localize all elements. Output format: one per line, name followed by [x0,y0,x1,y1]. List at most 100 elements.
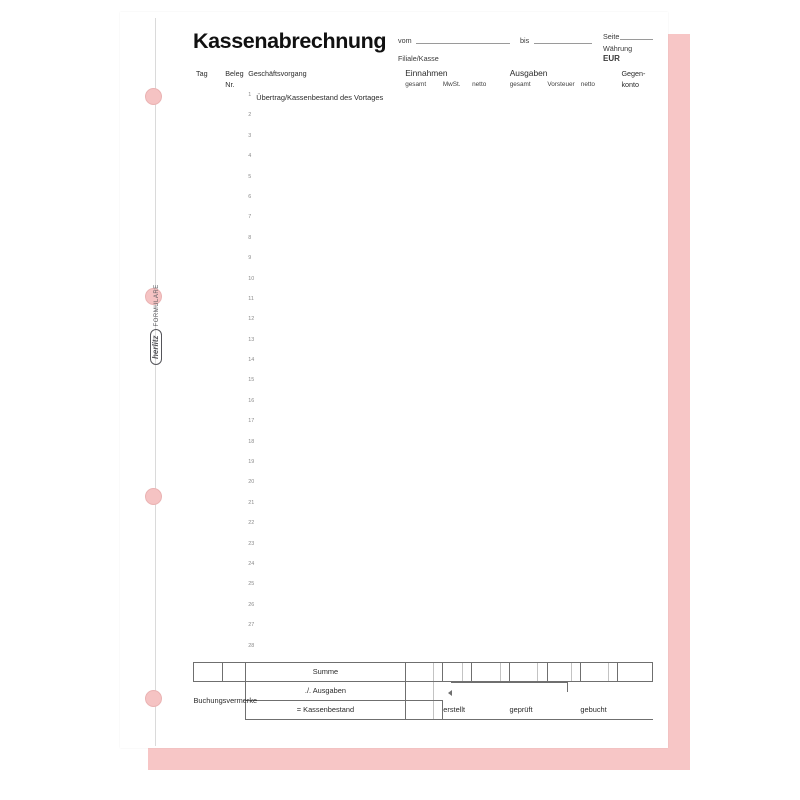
cell-income-mwst-ct[interactable] [463,519,472,539]
cell-exp-netto-ct[interactable] [609,295,618,315]
table-row[interactable]: 2 [193,111,653,131]
cell-exp-netto-ct[interactable] [609,315,618,335]
cell-exp-netto-ct[interactable] [609,152,618,172]
cell-exp-netto-ct[interactable] [609,560,618,580]
cash-balance-value-ct[interactable] [432,700,443,720]
cell-exp-vorsteuer-eur[interactable] [547,173,571,193]
cell-exp-gesamt-ct[interactable] [538,499,547,519]
cell-exp-vorsteuer-ct[interactable] [571,254,580,274]
cell-transaction[interactable]: 22 [245,519,405,539]
cell-voucher[interactable] [222,621,245,641]
cell-exp-vorsteuer-ct[interactable] [571,213,580,233]
cell-exp-netto-eur[interactable] [581,193,609,213]
cell-income-gesamt-ct[interactable] [433,315,442,335]
cell-exp-vorsteuer-eur[interactable] [547,315,571,335]
cell-income-gesamt-eur[interactable] [405,213,433,233]
cell-income-mwst-ct[interactable] [463,193,472,213]
cell-exp-gesamt-eur[interactable] [510,601,538,621]
cell-transaction[interactable]: 27 [245,621,405,641]
cell-income-gesamt-eur[interactable] [405,458,433,478]
cell-voucher[interactable] [222,91,245,111]
cell-income-gesamt-ct[interactable] [433,254,442,274]
cell-transaction[interactable]: 5 [245,173,405,193]
cell-income-netto-ct[interactable] [500,356,509,376]
cell-income-gesamt-ct[interactable] [433,499,442,519]
cell-transaction[interactable]: 24 [245,560,405,580]
cell-voucher[interactable] [222,336,245,356]
table-row[interactable]: 20 [193,478,653,498]
cell-transaction[interactable]: 10 [245,275,405,295]
cell-exp-gesamt-ct[interactable] [538,438,547,458]
cell-voucher[interactable] [222,540,245,560]
cell-contra[interactable] [618,438,653,458]
cell-income-gesamt-eur[interactable] [405,642,433,662]
cell-exp-vorsteuer-eur[interactable] [547,111,571,131]
cell-exp-gesamt-ct[interactable] [538,193,547,213]
cell-transaction[interactable]: 12 [245,315,405,335]
sum-income-gesamt-ct[interactable] [432,661,443,682]
cell-income-mwst-eur[interactable] [443,397,463,417]
cell-exp-gesamt-ct[interactable] [538,601,547,621]
cell-income-mwst-eur[interactable] [443,295,463,315]
cell-exp-vorsteuer-ct[interactable] [571,438,580,458]
cell-income-mwst-eur[interactable] [443,438,463,458]
cell-exp-gesamt-eur[interactable] [510,356,538,376]
cell-transaction[interactable]: 6 [245,193,405,213]
cell-income-mwst-eur[interactable] [443,152,463,172]
cell-income-netto-eur[interactable] [472,132,500,152]
cell-exp-netto-eur[interactable] [581,234,609,254]
cell-exp-vorsteuer-eur[interactable] [547,642,571,662]
cell-day[interactable] [193,275,222,295]
cell-contra[interactable] [618,91,653,111]
cell-income-mwst-eur[interactable] [443,275,463,295]
cell-income-mwst-ct[interactable] [463,132,472,152]
cell-exp-netto-ct[interactable] [609,91,618,111]
cell-contra[interactable] [618,356,653,376]
cell-income-netto-ct[interactable] [500,193,509,213]
cell-transaction[interactable]: 7 [245,213,405,233]
cell-income-gesamt-eur[interactable] [405,560,433,580]
cell-income-netto-ct[interactable] [500,580,509,600]
cell-day[interactable] [193,132,222,152]
sum-income-mwst-eur[interactable] [442,661,463,682]
page-input-rule[interactable] [620,39,653,40]
cell-income-netto-eur[interactable] [472,356,500,376]
cell-transaction[interactable]: 20 [245,478,405,498]
cell-income-netto-ct[interactable] [500,315,509,335]
cell-exp-netto-ct[interactable] [609,540,618,560]
cell-voucher[interactable] [222,295,245,315]
cell-income-netto-eur[interactable] [472,91,500,111]
cell-contra[interactable] [618,132,653,152]
cell-income-gesamt-ct[interactable] [433,478,442,498]
cash-balance-value-eur[interactable] [404,700,434,720]
cell-exp-gesamt-ct[interactable] [538,234,547,254]
cell-exp-netto-eur[interactable] [581,458,609,478]
cell-income-gesamt-eur[interactable] [405,152,433,172]
cell-exp-netto-eur[interactable] [581,580,609,600]
from-input-rule[interactable] [416,43,510,44]
cell-income-gesamt-ct[interactable] [433,417,442,437]
cell-voucher[interactable] [222,478,245,498]
cell-exp-netto-eur[interactable] [581,417,609,437]
cell-exp-gesamt-ct[interactable] [538,295,547,315]
cell-income-gesamt-eur[interactable] [405,275,433,295]
cell-income-gesamt-ct[interactable] [433,213,442,233]
cell-day[interactable] [193,458,222,478]
cell-exp-gesamt-ct[interactable] [538,315,547,335]
cell-exp-netto-eur[interactable] [581,275,609,295]
cell-contra[interactable] [618,397,653,417]
cell-exp-vorsteuer-ct[interactable] [571,356,580,376]
cell-day[interactable] [193,356,222,376]
cell-exp-gesamt-eur[interactable] [510,336,538,356]
table-row[interactable]: 25 [193,580,653,600]
cell-exp-netto-eur[interactable] [581,376,609,396]
cell-transaction[interactable]: 15 [245,376,405,396]
cell-day[interactable] [193,213,222,233]
cell-exp-netto-eur[interactable] [581,397,609,417]
cell-income-mwst-eur[interactable] [443,560,463,580]
cell-contra[interactable] [618,173,653,193]
cell-exp-netto-ct[interactable] [609,458,618,478]
cell-exp-gesamt-eur[interactable] [510,254,538,274]
cell-exp-gesamt-eur[interactable] [510,458,538,478]
cell-income-mwst-eur[interactable] [443,580,463,600]
